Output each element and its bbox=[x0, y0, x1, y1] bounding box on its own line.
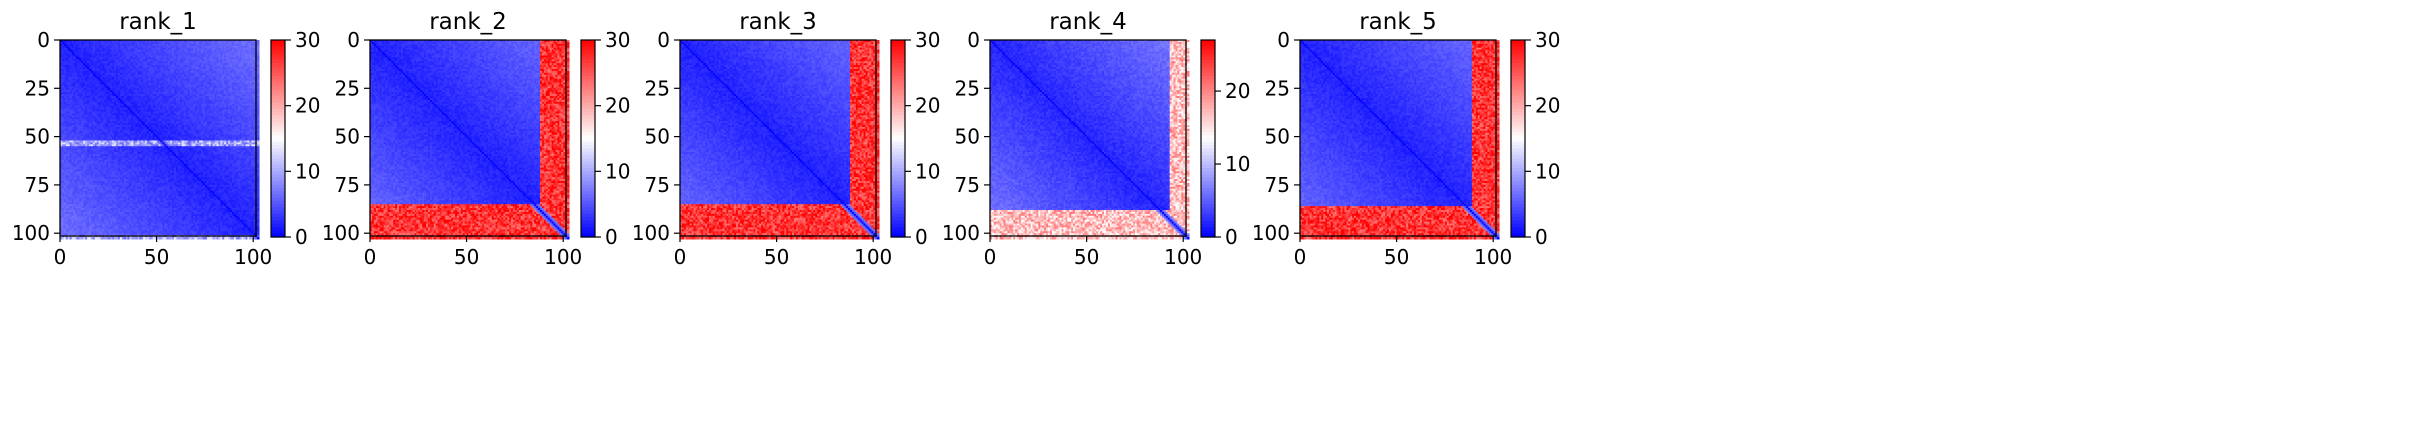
y-tick-label: 25 bbox=[335, 76, 360, 100]
y-tick-label: 0 bbox=[1277, 28, 1290, 52]
colorbar-tick-label: 30 bbox=[915, 28, 940, 52]
colorbar-tick-label: 30 bbox=[1535, 28, 1560, 52]
y-tick-label: 25 bbox=[955, 76, 980, 100]
panel-title: rank_1 bbox=[119, 9, 197, 35]
colorbar-tick-label: 20 bbox=[1225, 79, 1250, 103]
y-tick-label: 0 bbox=[37, 28, 50, 52]
y-tick-label: 25 bbox=[1265, 76, 1290, 100]
colorbar-tick-label: 30 bbox=[295, 28, 320, 52]
colorbar: 0 10 20 30 bbox=[891, 28, 940, 249]
x-tick-label: 100 bbox=[234, 245, 272, 269]
y-tick-label: 75 bbox=[645, 173, 670, 197]
panel-title: rank_2 bbox=[429, 9, 507, 35]
x-tick-label: 50 bbox=[454, 245, 479, 269]
colorbar-tick-label: 20 bbox=[295, 94, 320, 118]
x-tick-label: 0 bbox=[364, 245, 377, 269]
colorbar-tick-label: 0 bbox=[915, 225, 928, 249]
colorbar-tick-label: 30 bbox=[605, 28, 630, 52]
y-tick-label: 75 bbox=[335, 173, 360, 197]
x-tick-label: 50 bbox=[1074, 245, 1099, 269]
x-tick-label: 100 bbox=[854, 245, 892, 269]
colorbar-tick-label: 0 bbox=[1535, 225, 1548, 249]
panel-title: rank_4 bbox=[1049, 9, 1127, 35]
y-tick-label: 0 bbox=[657, 28, 670, 52]
colorbar-tick-label: 10 bbox=[1535, 159, 1560, 183]
heatmap-cells bbox=[370, 40, 570, 240]
heatmap-cells bbox=[60, 40, 260, 240]
heatmap-cells bbox=[1300, 40, 1500, 240]
y-tick-label: 100 bbox=[942, 221, 980, 245]
y-tick-label: 50 bbox=[955, 125, 980, 149]
y-tick-label: 50 bbox=[335, 125, 360, 149]
panel-title: rank_3 bbox=[739, 9, 817, 35]
colorbar: 0 10 20 30 bbox=[271, 28, 320, 249]
x-tick-label: 50 bbox=[1384, 245, 1409, 269]
x-tick-label: 0 bbox=[984, 245, 997, 269]
colorbar: 0 10 20 bbox=[1201, 40, 1250, 249]
colorbar-tick-label: 20 bbox=[915, 94, 940, 118]
y-tick-label: 50 bbox=[1265, 125, 1290, 149]
y-tick-label: 100 bbox=[632, 221, 670, 245]
y-tick-label: 75 bbox=[25, 173, 50, 197]
y-tick-label: 75 bbox=[955, 173, 980, 197]
colorbar-tick-label: 0 bbox=[295, 225, 308, 249]
colorbar-tick-label: 0 bbox=[1225, 225, 1238, 249]
colorbar-tick-label: 10 bbox=[915, 159, 940, 183]
colorbar-tick-label: 10 bbox=[1225, 152, 1250, 176]
heatmap-cells bbox=[680, 40, 880, 240]
y-tick-label: 25 bbox=[25, 76, 50, 100]
heatmap-cells bbox=[990, 40, 1190, 240]
y-tick-label: 75 bbox=[1265, 173, 1290, 197]
colorbar: 0 10 20 30 bbox=[581, 28, 630, 249]
x-tick-label: 100 bbox=[1474, 245, 1512, 269]
colorbar-tick-label: 10 bbox=[295, 159, 320, 183]
y-tick-label: 100 bbox=[12, 221, 50, 245]
x-tick-label: 50 bbox=[764, 245, 789, 269]
x-tick-label: 0 bbox=[674, 245, 687, 269]
colorbar: 0 10 20 30 bbox=[1511, 28, 1560, 249]
x-tick-label: 50 bbox=[144, 245, 169, 269]
x-tick-label: 0 bbox=[1294, 245, 1307, 269]
colorbar-tick-label: 20 bbox=[605, 94, 630, 118]
y-tick-label: 25 bbox=[645, 76, 670, 100]
x-tick-label: 0 bbox=[54, 245, 67, 269]
y-tick-label: 50 bbox=[645, 125, 670, 149]
panel-title: rank_5 bbox=[1359, 9, 1437, 35]
y-tick-label: 100 bbox=[1252, 221, 1290, 245]
y-tick-label: 50 bbox=[25, 125, 50, 149]
colorbar-tick-label: 20 bbox=[1535, 94, 1560, 118]
x-tick-label: 100 bbox=[544, 245, 582, 269]
y-tick-label: 0 bbox=[347, 28, 360, 52]
colorbar-tick-label: 10 bbox=[605, 159, 630, 183]
colorbar-tick-label: 0 bbox=[605, 225, 618, 249]
x-tick-label: 100 bbox=[1164, 245, 1202, 269]
y-tick-label: 100 bbox=[322, 221, 360, 245]
y-tick-label: 0 bbox=[967, 28, 980, 52]
